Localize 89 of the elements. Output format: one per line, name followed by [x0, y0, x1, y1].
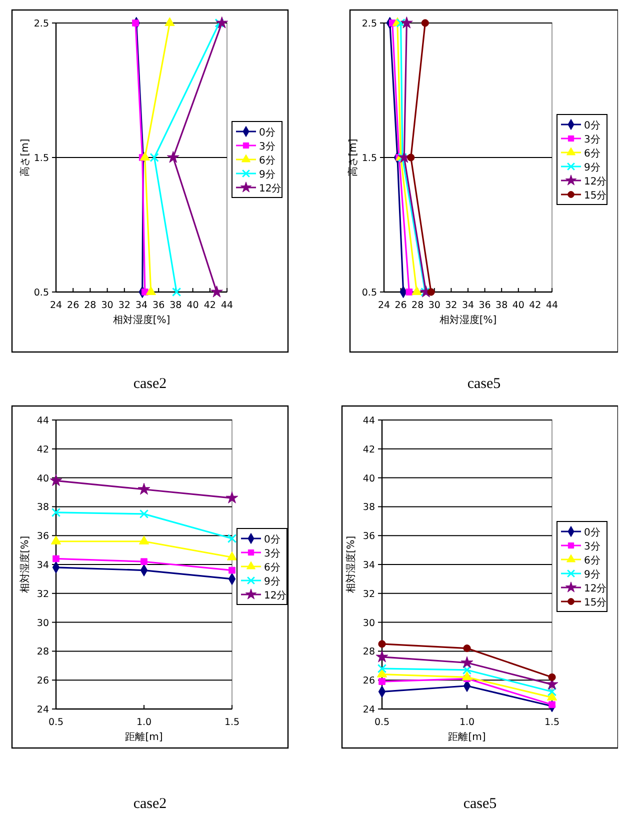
x-tick-label: 1.0 — [459, 717, 475, 728]
y-tick-label: 28 — [36, 646, 49, 658]
legend-label: 0分 — [264, 534, 280, 546]
y-tick-label: 40 — [362, 473, 375, 484]
text: case5 — [463, 796, 497, 812]
legend-label: 9分 — [259, 168, 276, 180]
legend-label: 12分 — [584, 176, 607, 188]
x-tick-label: 36 — [152, 300, 165, 311]
x-tick-label: 0.5 — [48, 717, 64, 728]
y-tick-label: 28 — [362, 646, 375, 658]
y-tick-label: 2.5 — [34, 18, 49, 30]
y-tick-label: 0.5 — [362, 288, 377, 298]
y-tick-label: 38 — [36, 502, 49, 514]
legend-label: 0分 — [584, 120, 600, 132]
legend-label: 3分 — [584, 134, 600, 146]
x-tick-label: 42 — [204, 300, 216, 311]
x-tick-label: 28 — [84, 300, 96, 311]
x-tick-label: 34 — [135, 300, 148, 311]
x-tick-label: 26 — [67, 300, 80, 311]
x-tick-label: 32 — [445, 300, 458, 311]
x-tick-label: 44 — [220, 300, 234, 311]
y-tick-label: 34 — [36, 560, 49, 571]
x-tick-label: 24 — [378, 300, 390, 311]
y-tick-label: 44 — [36, 416, 49, 426]
x-tick-label: 0.5 — [374, 717, 390, 728]
legend-label: 15分 — [584, 596, 607, 608]
y-tick-label: 30 — [362, 618, 375, 629]
x-tick-label: 40 — [186, 300, 199, 311]
x-tick-label: 26 — [394, 300, 407, 311]
legend-label: 3分 — [264, 548, 280, 560]
y-tick-label: 42 — [36, 444, 49, 456]
legend-label: 6分 — [259, 154, 276, 166]
x-tick-label: 42 — [529, 300, 542, 311]
y-tick-label: 32 — [36, 588, 49, 600]
x-axis-title: 相対湿度[%] — [439, 314, 497, 326]
legend-label: 6分 — [584, 148, 600, 160]
legend-label: 12分 — [264, 590, 287, 602]
y-tick-label: 42 — [362, 444, 375, 456]
y-tick-label: 1.5 — [362, 153, 377, 164]
legend-label: 9分 — [584, 162, 600, 174]
x-tick-label: 38 — [170, 300, 182, 311]
y-axis-title: 高さ[m] — [19, 138, 31, 176]
x-tick-label: 38 — [496, 300, 508, 311]
y-axis-title: 相対湿度[%] — [345, 536, 357, 594]
y-tick-label: 26 — [36, 676, 49, 687]
legend-label: 9分 — [584, 568, 600, 580]
text: case2 — [133, 796, 167, 812]
x-tick-label: 40 — [512, 300, 524, 311]
legend-label: 12分 — [584, 582, 607, 594]
legend-label: 0分 — [584, 526, 600, 538]
x-tick-label: 24 — [50, 300, 62, 311]
legend-label: 3分 — [584, 540, 600, 552]
x-tick-label: 30 — [101, 300, 114, 311]
y-tick-label: 30 — [36, 618, 49, 629]
y-tick-label: 2.5 — [362, 18, 377, 30]
x-tick-label: 36 — [478, 300, 491, 311]
x-tick-label: 1.5 — [224, 717, 240, 728]
x-tick-label: 1.5 — [544, 717, 560, 728]
legend-label: 3分 — [259, 140, 276, 152]
x-axis-title: 相対湿度[%] — [112, 314, 170, 326]
y-tick-label: 36 — [362, 531, 375, 542]
x-axis-title: 距離[m] — [125, 731, 163, 743]
y-tick-label: 34 — [362, 560, 375, 571]
x-tick-label: 32 — [118, 300, 130, 311]
legend-label: 9分 — [264, 576, 280, 588]
y-axis-title: 相対湿度[%] — [19, 536, 31, 594]
y-tick-label: 32 — [362, 588, 375, 600]
x-tick-label: 28 — [412, 300, 424, 311]
text: case2 — [133, 376, 167, 392]
y-tick-label: 44 — [362, 416, 375, 426]
legend-label: 6分 — [584, 554, 600, 566]
y-tick-label: 26 — [362, 676, 375, 687]
x-tick-label: 1.0 — [136, 717, 152, 728]
legend-label: 15分 — [584, 190, 607, 202]
legend-label: 6分 — [264, 562, 280, 574]
x-tick-label: 34 — [462, 300, 474, 311]
legend-label: 0分 — [259, 126, 276, 138]
text: case5 — [467, 376, 501, 392]
y-tick-label: 0.5 — [34, 288, 49, 298]
y-tick-label: 36 — [36, 531, 49, 542]
legend-label: 12分 — [259, 182, 282, 194]
x-tick-label: 30 — [428, 300, 440, 311]
x-tick-label: 44 — [546, 300, 558, 311]
y-tick-label: 40 — [36, 473, 49, 484]
y-tick-label: 24 — [362, 704, 375, 716]
y-tick-label: 24 — [36, 704, 49, 716]
y-tick-label: 1.5 — [34, 153, 49, 164]
y-tick-label: 38 — [362, 502, 375, 514]
x-axis-title: 距離[m] — [448, 731, 486, 743]
